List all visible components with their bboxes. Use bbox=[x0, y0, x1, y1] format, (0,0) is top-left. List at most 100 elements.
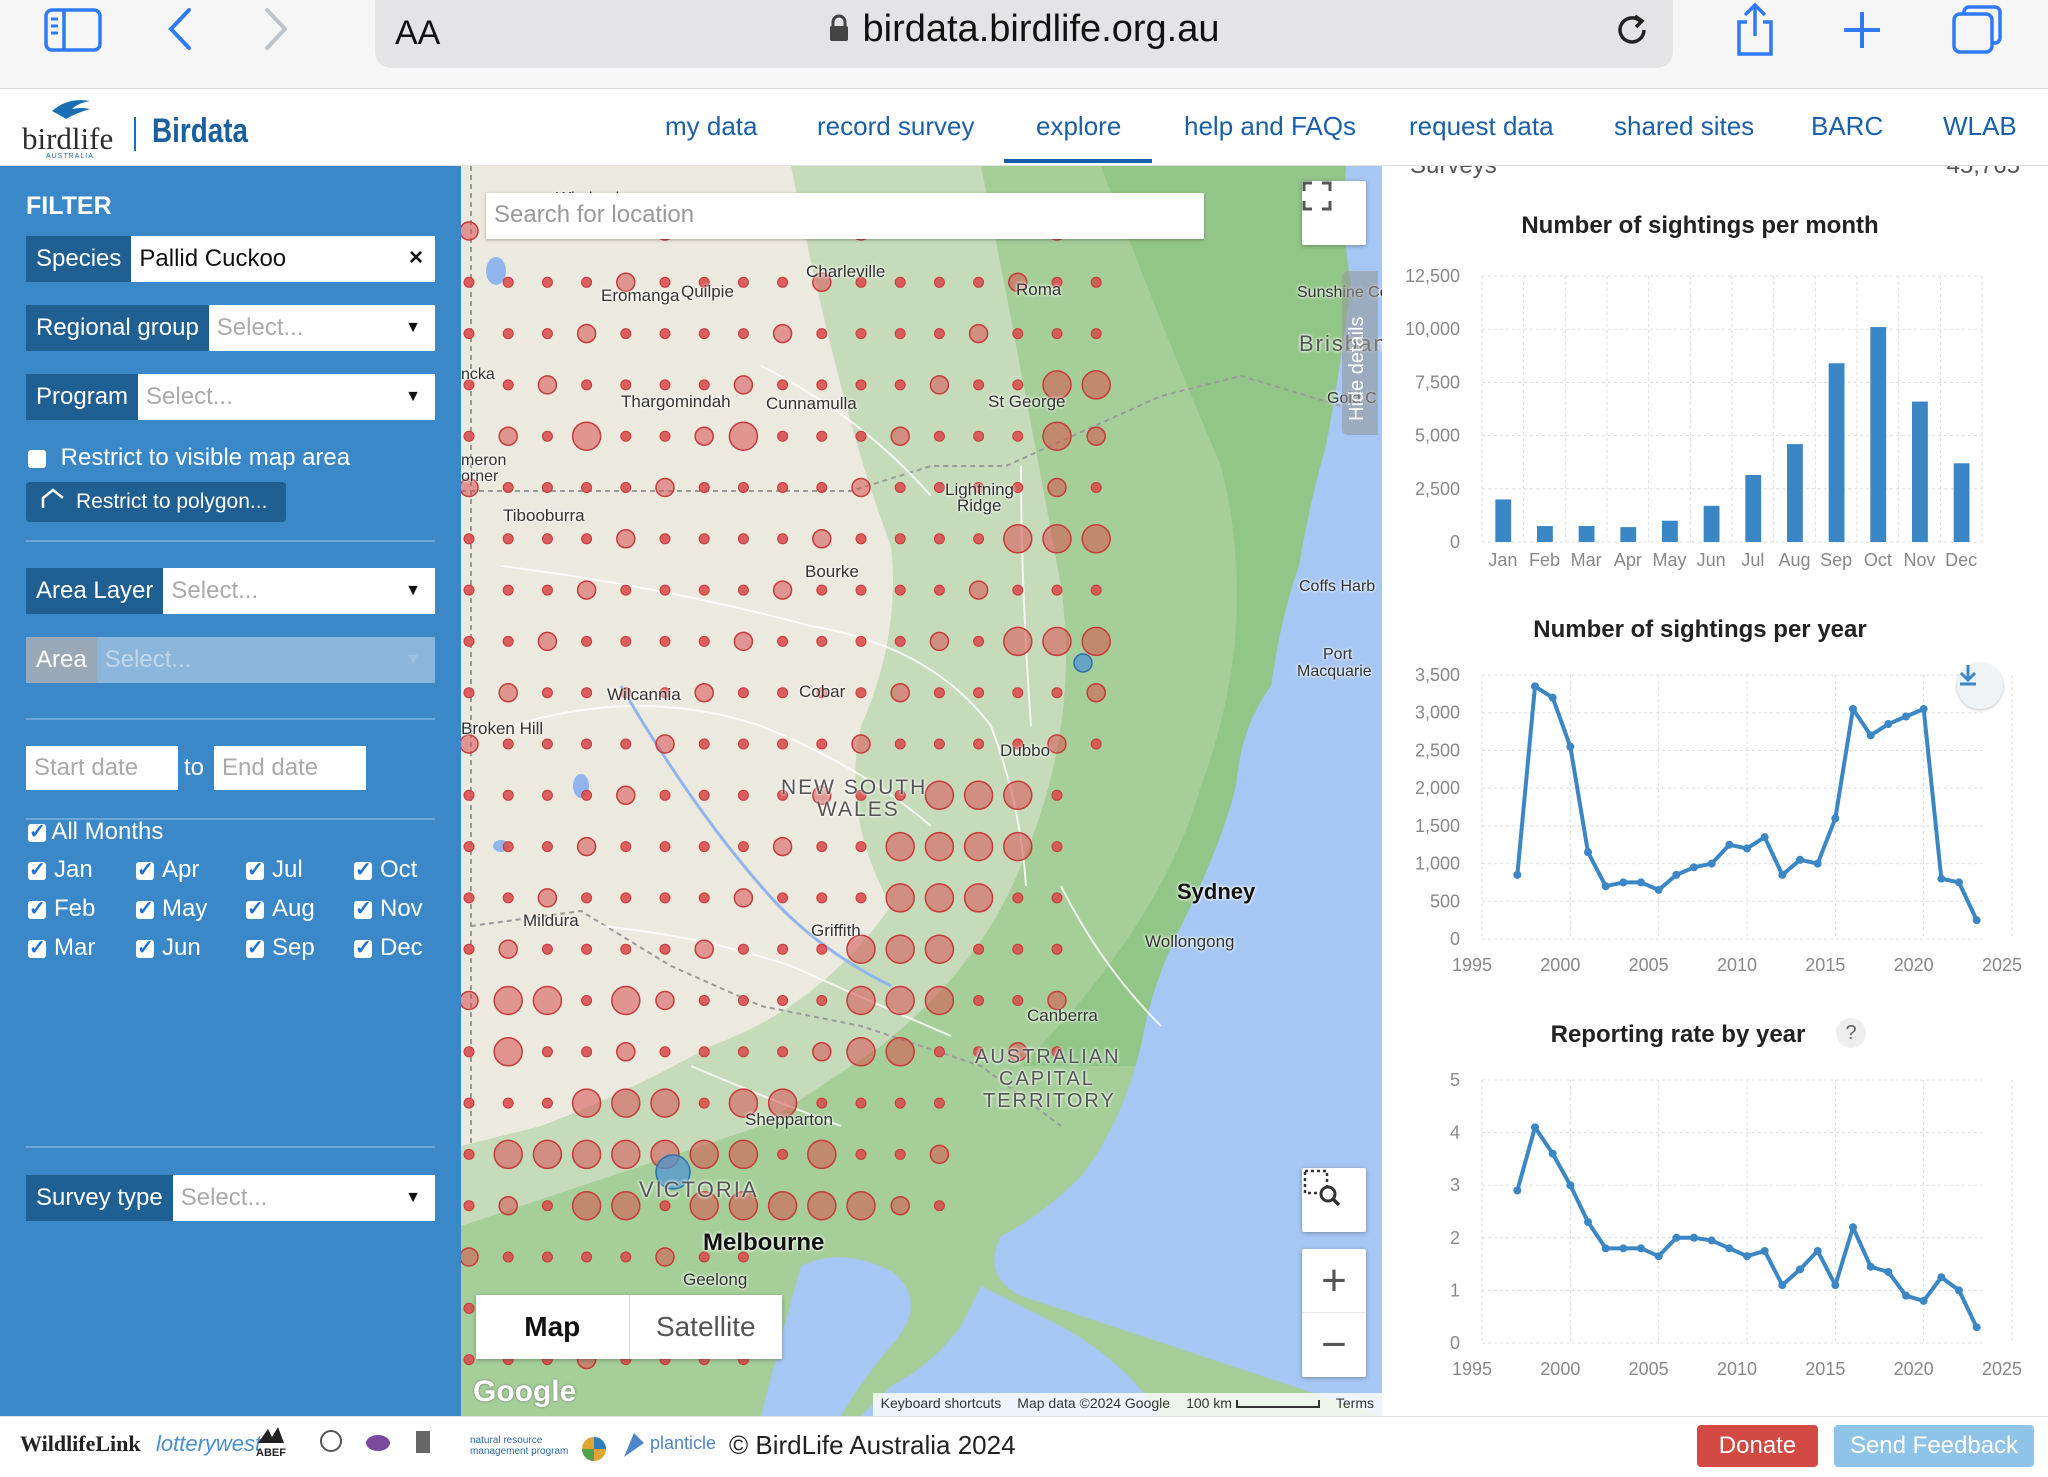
sighting-marker[interactable] bbox=[1008, 1042, 1028, 1062]
sighting-marker[interactable] bbox=[933, 738, 945, 750]
sighting-marker[interactable] bbox=[777, 379, 789, 391]
sighting-marker[interactable] bbox=[816, 584, 828, 596]
sighting-marker[interactable] bbox=[894, 635, 906, 647]
sighting-marker[interactable] bbox=[620, 635, 632, 647]
sighting-marker[interactable] bbox=[502, 738, 514, 750]
sighting-marker[interactable] bbox=[728, 1190, 759, 1221]
end-date-input[interactable]: End date bbox=[214, 746, 366, 790]
sighting-marker[interactable] bbox=[698, 584, 710, 596]
sighting-marker[interactable] bbox=[733, 375, 754, 395]
program-select[interactable]: Select... ▼ bbox=[138, 374, 435, 420]
sighting-marker[interactable] bbox=[620, 1251, 632, 1263]
month-checkbox-jun[interactable]: Jun bbox=[136, 934, 201, 962]
sighting-marker[interactable] bbox=[659, 687, 671, 699]
sighting-marker[interactable] bbox=[968, 580, 989, 600]
sighting-marker[interactable] bbox=[698, 1046, 710, 1058]
sighting-marker[interactable] bbox=[541, 430, 553, 442]
fullscreen-button[interactable] bbox=[1302, 181, 1366, 245]
month-checkbox-mar[interactable]: Mar bbox=[28, 934, 95, 962]
sighting-marker[interactable] bbox=[855, 379, 867, 391]
sighting-marker[interactable] bbox=[655, 1247, 675, 1267]
sighting-marker[interactable] bbox=[659, 841, 671, 853]
sighting-marker[interactable] bbox=[894, 1148, 906, 1160]
nav-help-faqs[interactable]: help and FAQs bbox=[1184, 111, 1356, 141]
sighting-marker[interactable] bbox=[851, 734, 871, 754]
sighting-marker[interactable] bbox=[812, 529, 832, 549]
sighting-marker[interactable] bbox=[502, 892, 514, 904]
sighting-marker[interactable] bbox=[929, 1144, 950, 1165]
sighting-marker[interactable] bbox=[493, 1139, 523, 1170]
sighting-marker[interactable] bbox=[855, 533, 867, 545]
nav-request-data[interactable]: request data bbox=[1409, 111, 1554, 141]
location-search-input[interactable]: Search for location bbox=[486, 193, 1204, 239]
sighting-marker[interactable] bbox=[463, 1046, 475, 1058]
sighting-marker[interactable] bbox=[537, 375, 558, 395]
regional-group-select[interactable]: Select... ▼ bbox=[208, 305, 435, 351]
month-checkbox-may[interactable]: May bbox=[136, 895, 207, 923]
sightings-map[interactable]: WindorahCharlevilleRomaEromangaQuilpieSu… bbox=[461, 166, 1382, 1416]
forward-icon[interactable] bbox=[256, 6, 296, 52]
sighting-marker[interactable] bbox=[698, 738, 710, 750]
sighting-marker[interactable] bbox=[611, 1139, 641, 1170]
sighting-marker[interactable] bbox=[933, 1046, 945, 1058]
sighting-marker[interactable] bbox=[650, 1088, 680, 1118]
sighting-marker[interactable] bbox=[659, 1046, 671, 1058]
sighting-marker[interactable] bbox=[620, 738, 632, 750]
sighting-marker[interactable] bbox=[890, 682, 910, 703]
sighting-marker[interactable] bbox=[576, 323, 597, 344]
sighting-marker[interactable] bbox=[894, 328, 906, 340]
sighting-marker[interactable] bbox=[1051, 1046, 1063, 1058]
sighting-marker[interactable] bbox=[885, 934, 915, 964]
sighting-marker[interactable] bbox=[737, 482, 749, 493]
sighting-marker[interactable] bbox=[461, 990, 479, 1011]
sighting-marker[interactable] bbox=[659, 1200, 671, 1212]
sighting-marker[interactable] bbox=[816, 635, 828, 647]
sighting-marker[interactable] bbox=[581, 533, 593, 545]
help-icon[interactable]: ? bbox=[1836, 1018, 1866, 1048]
sighting-marker[interactable] bbox=[502, 379, 514, 391]
sighting-marker[interactable] bbox=[855, 328, 867, 340]
sighting-marker[interactable] bbox=[1051, 892, 1063, 904]
sighting-marker[interactable] bbox=[571, 1190, 602, 1221]
sighting-marker[interactable] bbox=[973, 1046, 985, 1058]
sighting-marker[interactable] bbox=[463, 379, 475, 391]
terms-link[interactable]: Terms bbox=[1335, 1395, 1374, 1411]
sighting-marker[interactable] bbox=[698, 892, 710, 904]
sighting-marker[interactable] bbox=[1003, 831, 1033, 862]
survey-site-marker[interactable] bbox=[655, 1154, 691, 1190]
restrict-polygon-button[interactable]: Restrict to polygon... bbox=[26, 482, 286, 522]
sighting-marker[interactable] bbox=[963, 831, 994, 862]
sighting-marker[interactable] bbox=[463, 584, 475, 596]
species-input[interactable]: Pallid Cuckoo × bbox=[131, 236, 435, 282]
survey-type-select[interactable]: Select... ▼ bbox=[172, 1175, 435, 1221]
sighting-marker[interactable] bbox=[493, 1037, 523, 1067]
sighting-marker[interactable] bbox=[698, 276, 710, 288]
sighting-marker[interactable] bbox=[541, 1251, 553, 1263]
sighting-marker[interactable] bbox=[772, 836, 793, 857]
sighting-marker[interactable] bbox=[777, 687, 789, 699]
month-checkbox-apr[interactable]: Apr bbox=[136, 856, 199, 884]
sighting-marker[interactable] bbox=[855, 789, 867, 801]
sighting-marker[interactable] bbox=[541, 584, 553, 596]
sighting-marker[interactable] bbox=[581, 738, 593, 750]
survey-site-marker[interactable] bbox=[1073, 653, 1093, 673]
sighting-marker[interactable] bbox=[973, 687, 985, 699]
sighting-marker[interactable] bbox=[463, 1148, 475, 1160]
sighting-marker[interactable] bbox=[894, 584, 906, 596]
sighting-marker[interactable] bbox=[502, 328, 514, 340]
sighting-marker[interactable] bbox=[1003, 626, 1033, 657]
sighting-marker[interactable] bbox=[502, 841, 514, 853]
sighting-marker[interactable] bbox=[698, 482, 710, 493]
sighting-marker[interactable] bbox=[885, 985, 915, 1016]
sighting-marker[interactable] bbox=[502, 1251, 514, 1263]
sighting-marker[interactable] bbox=[541, 328, 553, 340]
sighting-marker[interactable] bbox=[973, 430, 985, 442]
sighting-marker[interactable] bbox=[502, 1097, 514, 1109]
sighting-marker[interactable] bbox=[698, 635, 710, 647]
sighting-marker[interactable] bbox=[968, 323, 989, 344]
sighting-marker[interactable] bbox=[1012, 584, 1024, 596]
sighting-marker[interactable] bbox=[777, 430, 789, 442]
sighting-marker[interactable] bbox=[812, 272, 832, 293]
sighting-marker[interactable] bbox=[659, 533, 671, 545]
sighting-marker[interactable] bbox=[855, 430, 867, 442]
